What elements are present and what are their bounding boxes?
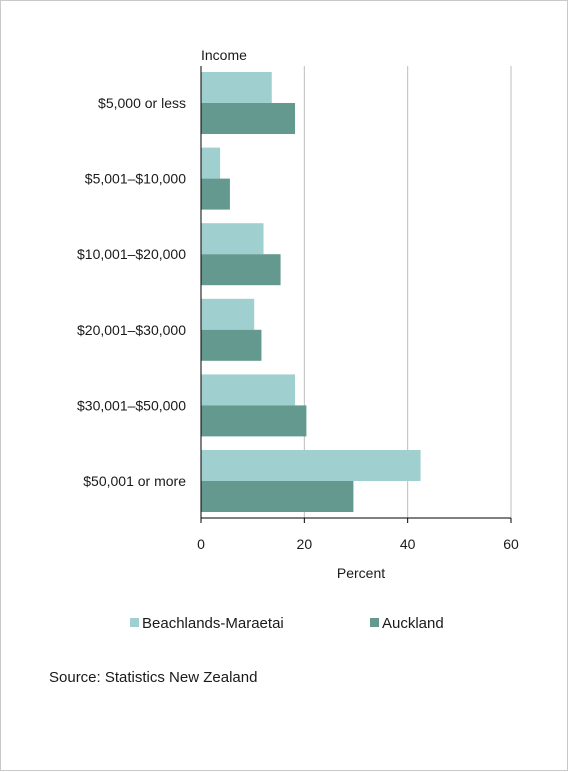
legend-swatch-1 [370,618,379,627]
grid-lines [303,66,512,518]
category-label-5: $50,001 or more [83,473,186,489]
legend: Beachlands-Maraetai Auckland [130,615,444,632]
bars [201,72,421,512]
x-axis-title: Percent [337,565,385,581]
legend-swatch-0 [130,618,139,627]
x-tick-labels: 0 20 40 60 [197,536,519,552]
bar-auckland-1 [201,178,230,210]
bar-auckland-3 [201,329,262,361]
bar-beachlands-maraetai-5 [201,450,421,481]
bar-beachlands-maraetai-4 [201,374,296,406]
x-tick-label-2: 40 [400,536,416,552]
category-label-1: $5,001–$10,000 [85,171,186,187]
x-tick-label-1: 20 [297,536,313,552]
bar-beachlands-maraetai-0 [201,72,272,103]
legend-label-0: Beachlands-Maraetai [142,615,284,632]
x-tick-label-3: 60 [503,536,519,552]
axes [200,66,512,523]
category-label-4: $30,001–$50,000 [77,397,186,413]
bar-auckland-5 [201,481,354,512]
category-label-3: $20,001–$30,000 [77,322,186,338]
bar-beachlands-maraetai-1 [201,147,221,179]
y-axis-title: Income [201,47,247,63]
category-labels: $5,000 or less $5,001–$10,000 $10,001–$20,… [77,95,186,489]
category-label-0: $5,000 or less [98,95,186,111]
bar-auckland-2 [201,254,281,286]
x-tick-label-0: 0 [197,536,205,552]
source-note: Source: Statistics New Zealand [49,669,258,686]
category-label-2: $10,001–$20,000 [77,246,186,262]
bar-beachlands-maraetai-2 [201,223,264,255]
bar-beachlands-maraetai-3 [201,298,255,330]
bar-auckland-4 [201,405,307,437]
legend-label-1: Auckland [382,615,444,632]
bar-auckland-0 [201,103,296,134]
